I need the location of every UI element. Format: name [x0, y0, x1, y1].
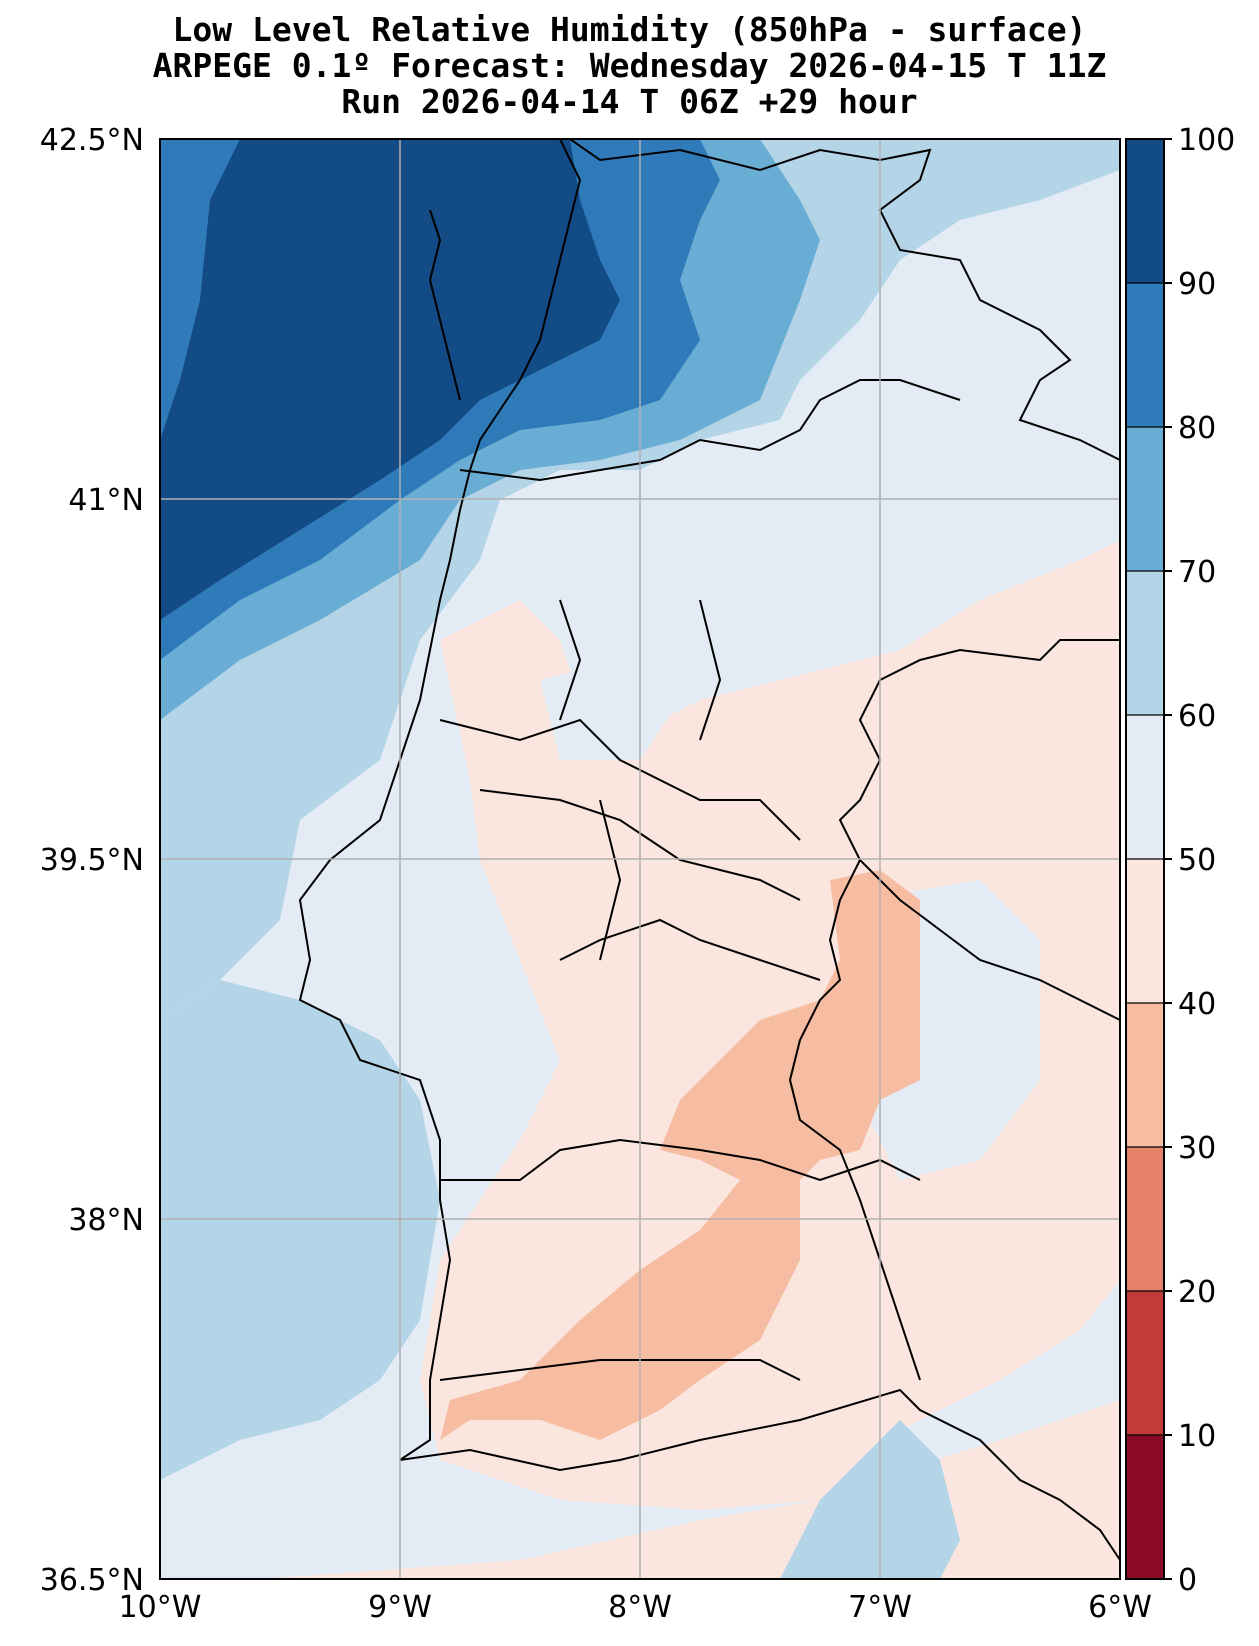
colorbar-segment	[1126, 1147, 1164, 1291]
spain-border-central	[838, 639, 1120, 1021]
colorbar-tick-label: 10	[1178, 1419, 1216, 1454]
colorbar-segment	[1126, 139, 1164, 283]
map-frame	[159, 138, 1121, 1580]
colorbar-segment	[1126, 1003, 1164, 1147]
map-title-line-1: Low Level Relative Humidity (850hPa - su…	[172, 10, 1087, 49]
colorbar-tick-label: 70	[1178, 555, 1216, 590]
humidity-band-50-60-center	[540, 660, 680, 760]
lon-tick-label: 7°W	[848, 1590, 912, 1625]
spain-border-north	[569, 139, 1120, 461]
coastline-north	[428, 209, 461, 401]
colorbar: 0 10 20 30 40 50 60 70 80 90 100	[1125, 123, 1235, 1598]
lon-tick-label: 10°W	[119, 1590, 202, 1625]
longitude-axis: 10°W 9°W 8°W 7°W 6°W	[119, 1590, 1152, 1625]
lon-tick-label: 8°W	[608, 1590, 672, 1625]
humidity-band-60-70-south	[780, 1420, 960, 1579]
map-title-line-3: Run 2026-04-14 T 06Z +29 hour	[341, 82, 918, 121]
humidity-band-60-70-southwest	[160, 980, 440, 1480]
lat-tick-label: 39.5°N	[40, 843, 144, 878]
district-border-3	[479, 789, 801, 901]
colorbar-segment	[1126, 427, 1164, 571]
district-border-7	[559, 599, 722, 961]
lat-tick-label: 41°N	[68, 483, 144, 518]
colorbar-tick-label: 60	[1178, 699, 1216, 734]
colorbar-tick-label: 100	[1178, 123, 1235, 158]
colorbar-segment	[1126, 715, 1164, 859]
map-title-line-2: ARPEGE 0.1º Forecast: Wednesday 2026-04-…	[152, 46, 1107, 85]
colorbar-tick-label: 20	[1178, 1275, 1216, 1310]
colorbar-segment	[1126, 1435, 1164, 1579]
district-border-1	[459, 379, 961, 482]
lat-tick-label: 36.5°N	[40, 1563, 144, 1598]
colorbar-tick-label: 40	[1178, 987, 1216, 1022]
colorbar-segment	[1126, 1291, 1164, 1435]
colorbar-segment	[1126, 859, 1164, 1003]
lon-tick-label: 9°W	[368, 1590, 432, 1625]
colorbar-segment	[1126, 283, 1164, 427]
colorbar-segment	[1126, 571, 1164, 715]
colorbar-tick-label: 80	[1178, 411, 1216, 446]
lon-tick-label: 6°W	[1088, 1590, 1152, 1625]
humidity-band-30-40	[440, 870, 920, 1440]
lat-tick-label: 42.5°N	[40, 123, 144, 158]
colorbar-tick-label: 50	[1178, 843, 1216, 878]
colorbar-tick-label: 0	[1178, 1563, 1197, 1598]
district-border-5	[440, 1138, 921, 1182]
colorbar-tick-label: 90	[1178, 267, 1216, 302]
district-border-2	[439, 718, 801, 841]
latitude-axis: 42.5°N 41°N 39.5°N 38°N 36.5°N	[40, 123, 144, 1598]
colorbar-frame	[1125, 138, 1165, 1580]
colorbar-tick-label: 30	[1178, 1131, 1216, 1166]
lat-tick-label: 38°N	[68, 1203, 144, 1238]
district-border-4	[559, 918, 821, 981]
coastline	[298, 139, 1120, 1561]
